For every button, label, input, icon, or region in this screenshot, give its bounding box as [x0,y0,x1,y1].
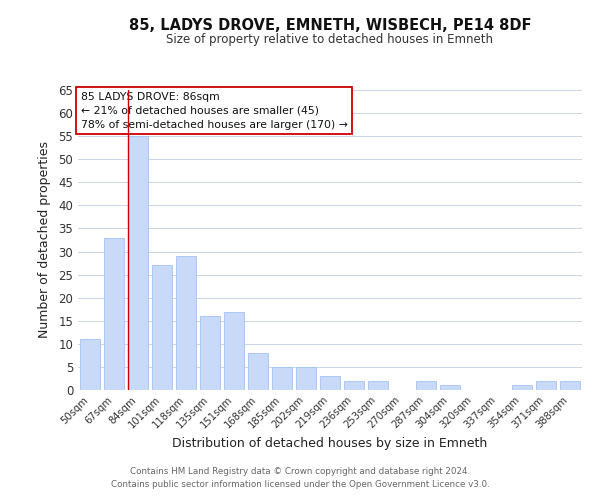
Bar [416,381,436,390]
Bar [536,381,556,390]
Bar [272,367,292,390]
Y-axis label: Number of detached properties: Number of detached properties [38,142,52,338]
Bar [560,381,580,390]
Bar [128,136,148,390]
Bar [296,367,316,390]
Bar [80,339,100,390]
Bar [440,386,460,390]
Text: Size of property relative to detached houses in Emneth: Size of property relative to detached ho… [167,32,493,46]
Bar [512,386,532,390]
Bar [368,381,388,390]
Bar [344,381,364,390]
Text: 85 LADYS DROVE: 86sqm
← 21% of detached houses are smaller (45)
78% of semi-deta: 85 LADYS DROVE: 86sqm ← 21% of detached … [80,92,347,130]
Text: 85, LADYS DROVE, EMNETH, WISBECH, PE14 8DF: 85, LADYS DROVE, EMNETH, WISBECH, PE14 8… [129,18,531,32]
Bar [104,238,124,390]
Bar [248,353,268,390]
Text: Contains public sector information licensed under the Open Government Licence v3: Contains public sector information licen… [110,480,490,489]
Bar [176,256,196,390]
Text: Contains HM Land Registry data © Crown copyright and database right 2024.: Contains HM Land Registry data © Crown c… [130,467,470,476]
Bar [152,266,172,390]
Bar [224,312,244,390]
X-axis label: Distribution of detached houses by size in Emneth: Distribution of detached houses by size … [172,438,488,450]
Bar [200,316,220,390]
Bar [320,376,340,390]
